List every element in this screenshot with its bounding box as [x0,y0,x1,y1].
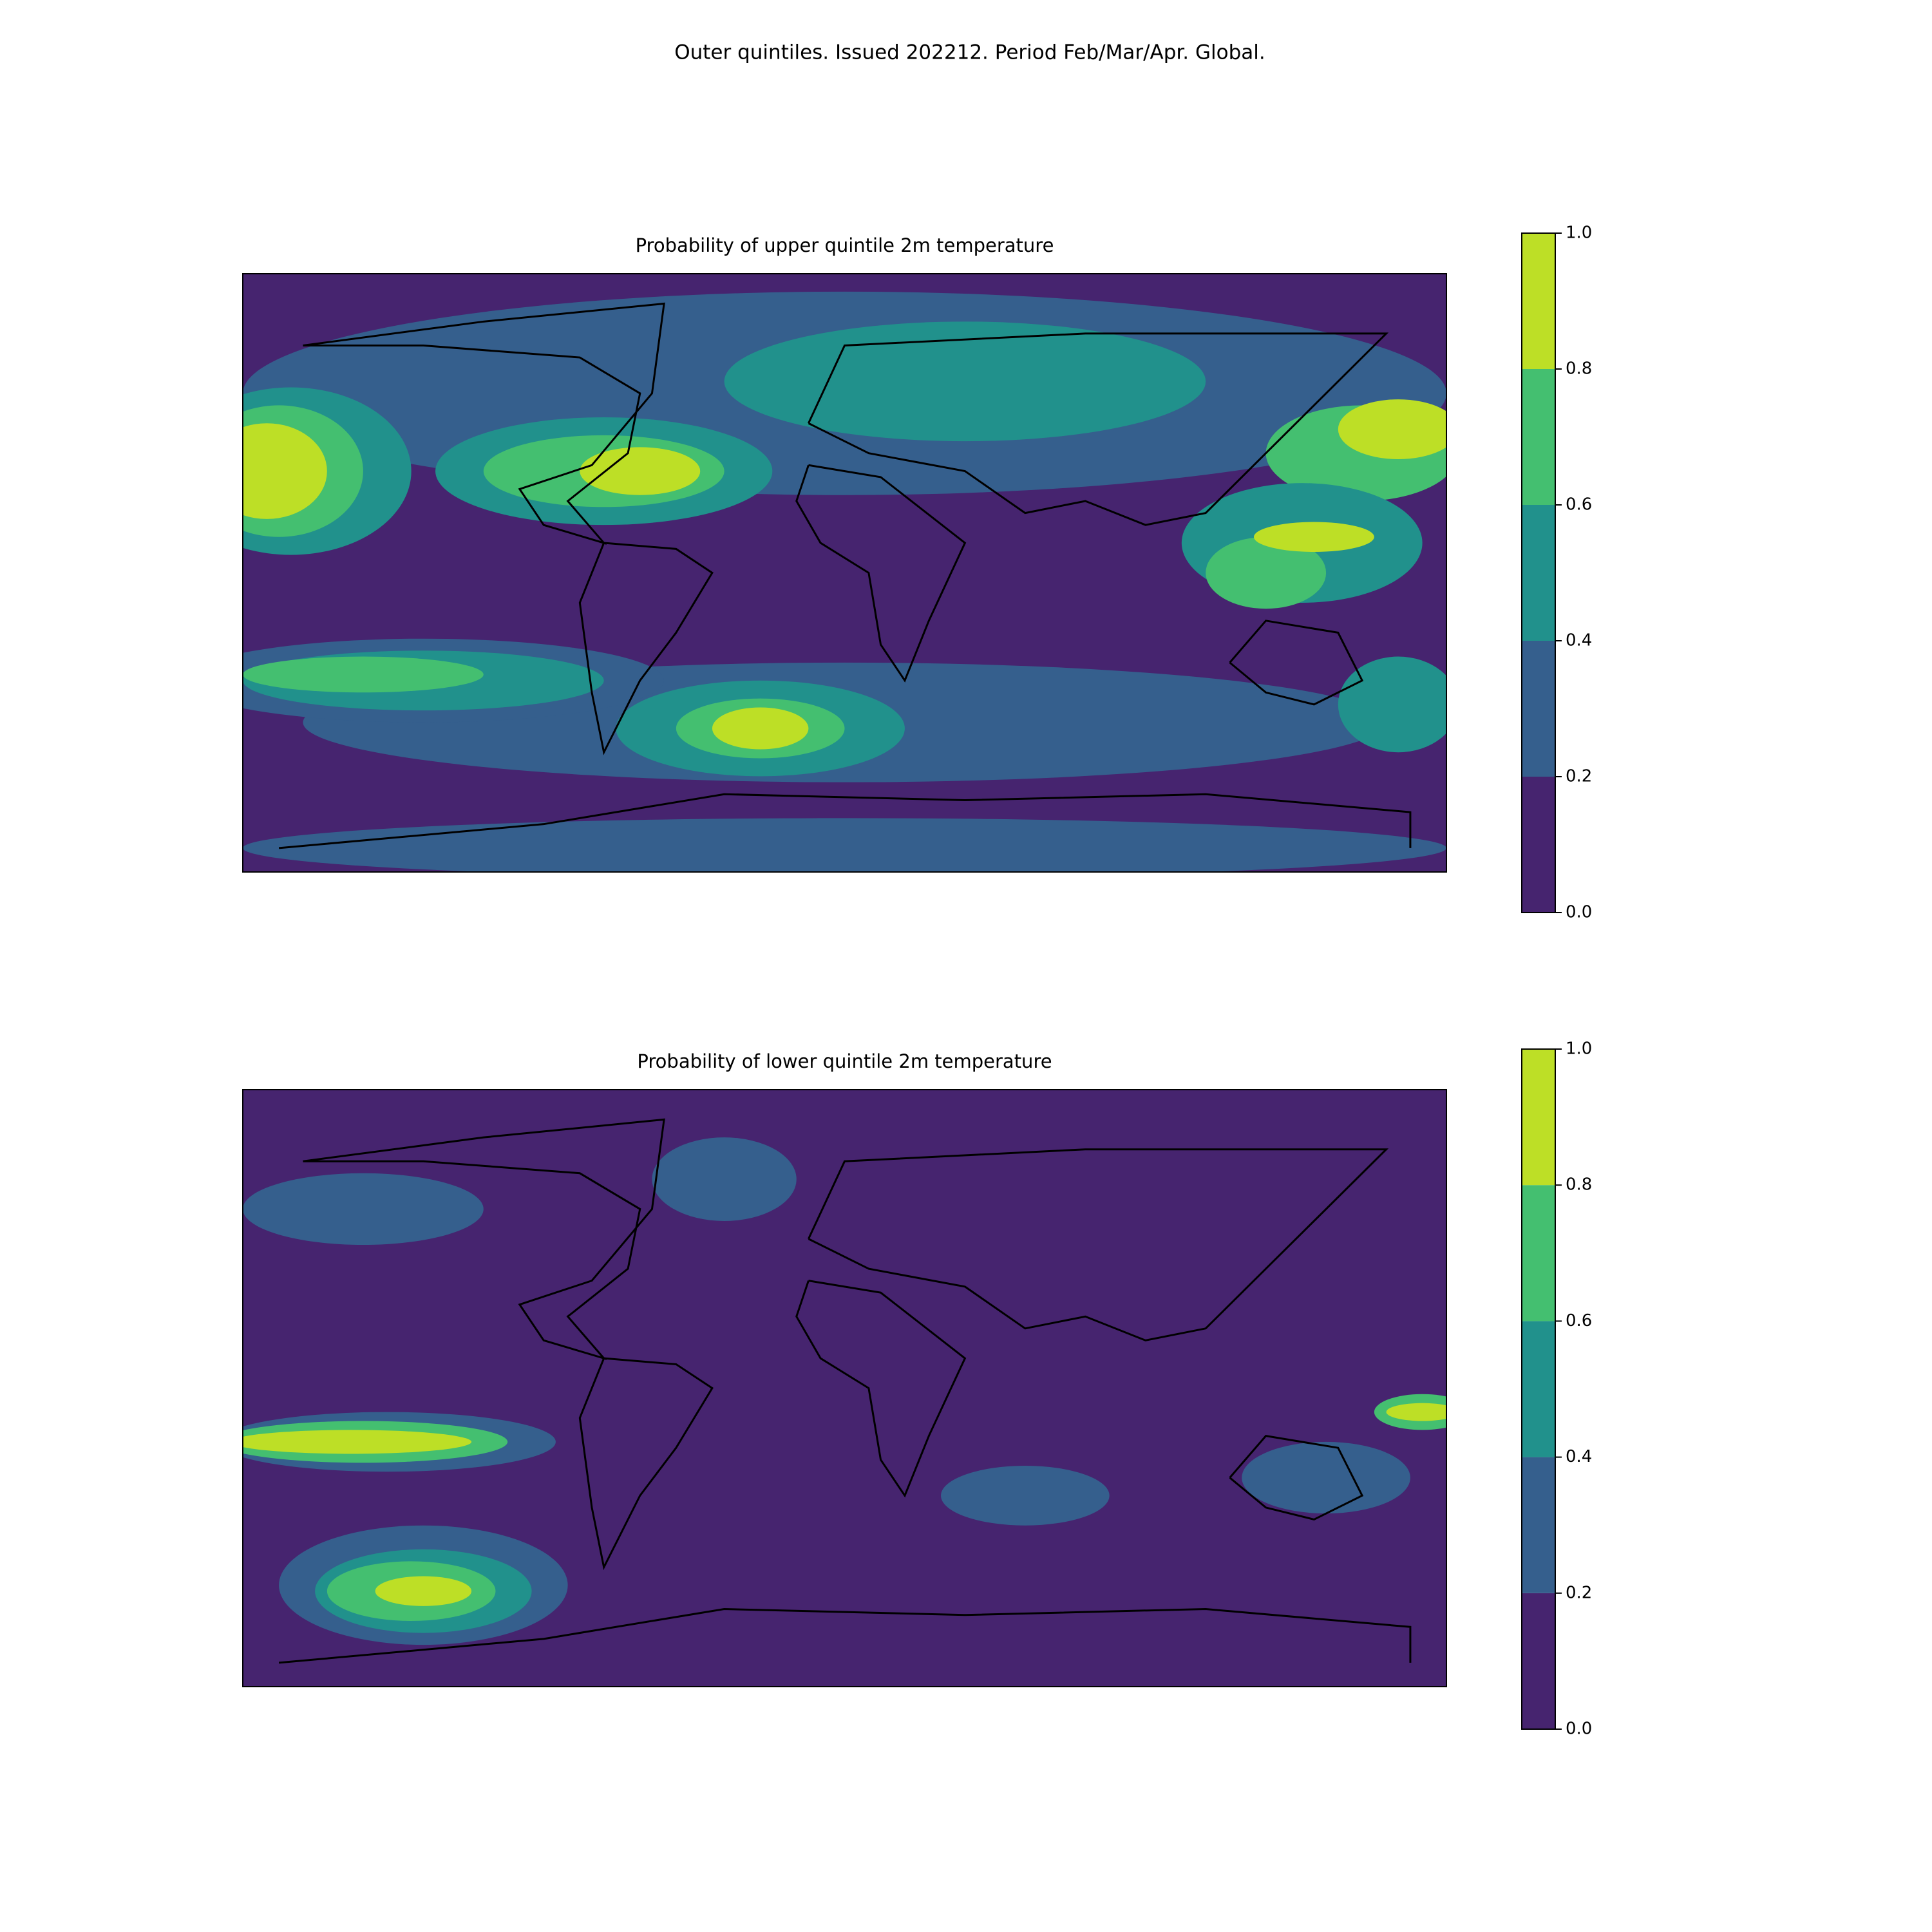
colorbar-tick-label: 0.4 [1566,631,1592,650]
coastline [1229,620,1364,706]
colorbar-segment [1522,1321,1555,1457]
colorbar-tick-label: 0.0 [1566,1719,1592,1739]
colorbar-segment [1522,1457,1555,1593]
coastline [278,1607,1412,1664]
coastline [795,1280,967,1498]
map [243,274,1446,872]
colorbar-tick-label: 0.8 [1566,359,1592,379]
colorbar-tick-label: 1.0 [1566,223,1592,243]
colorbar-segment [1522,233,1555,369]
field-region [580,447,701,495]
colorbar-segment [1522,641,1555,777]
map-frame [242,273,1447,873]
field-region [1242,1441,1410,1514]
coastline [278,793,1412,849]
colorbar-tick-label: 0.8 [1566,1175,1592,1195]
colorbar-segment [1522,777,1555,913]
coastline [578,542,714,755]
colorbar-tick-label: 0.4 [1566,1447,1592,1466]
coastline [303,1118,665,1361]
field-region [243,1430,472,1454]
colorbar-segment [1522,1185,1555,1321]
map-frame [242,1089,1447,1687]
field-region [712,707,809,750]
colorbar-tick-label: 0.2 [1566,767,1592,786]
coastline [808,332,1389,526]
colorbar-frame [1521,1048,1556,1730]
field-region [941,1466,1110,1526]
figure-title: Outer quintiles. Issued 202212. Period F… [674,41,1265,64]
field-region [243,818,1446,872]
colorbar-frame [1521,232,1556,913]
coastline [808,1148,1389,1341]
coastline [1229,1435,1364,1521]
colorbar-segment [1522,1049,1555,1186]
panel-title: Probability of lower quintile 2m tempera… [637,1050,1052,1072]
field-region [1253,522,1374,552]
colorbar-tick-label: 1.0 [1566,1039,1592,1059]
colorbar-segment [1522,369,1555,505]
colorbar-segment [1522,1593,1555,1729]
field-region [243,656,484,693]
coastline [795,464,967,683]
field-region [1386,1403,1446,1421]
colorbar-tick-label: 0.6 [1566,495,1592,515]
map [243,1090,1446,1687]
field-region [724,321,1206,442]
coastline [303,302,665,545]
field-region [1338,399,1446,459]
field-region [375,1576,472,1606]
coastline [578,1357,714,1571]
field-region [243,1173,484,1245]
panel-title: Probability of upper quintile 2m tempera… [636,234,1054,256]
colorbar-tick-label: 0.2 [1566,1583,1592,1602]
colorbar-tick-label: 0.0 [1566,903,1592,922]
field-region [652,1137,797,1221]
colorbar-tick-label: 0.6 [1566,1311,1592,1331]
field-region [1206,536,1327,609]
colorbar-segment [1522,505,1555,641]
field-region [243,423,327,519]
field-region [1338,656,1446,753]
